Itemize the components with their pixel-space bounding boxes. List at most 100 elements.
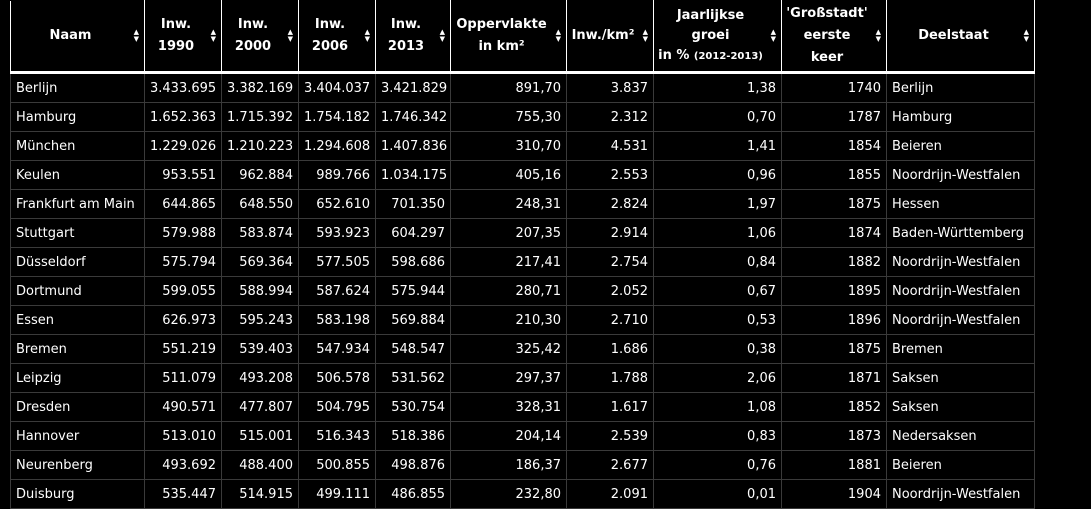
cell-jaarlijkse-groei: 0,38 [654, 335, 782, 364]
cell-inw-per-km2: 2.312 [567, 103, 654, 132]
cell-naam: Duisburg [11, 480, 145, 509]
cell-inw-2006: 1.754.182 [299, 103, 376, 132]
table-row: Bremen 551.219 539.403 547.934 548.547 325,42… [11, 335, 1035, 364]
cell-inw-1990: 579.988 [145, 219, 222, 248]
cell-inw-1990: 511.079 [145, 364, 222, 393]
cell-inw-1990: 599.055 [145, 277, 222, 306]
cell-inw-1990: 953.551 [145, 161, 222, 190]
header-inw-2013[interactable]: Inw. 2013 ▲ ▼ [376, 1, 451, 73]
cell-inw-2013: 604.297 [376, 219, 451, 248]
cell-inw-1990: 644.865 [145, 190, 222, 219]
cell-inw-per-km2: 3.837 [567, 73, 654, 103]
cell-inw-per-km2: 1.617 [567, 393, 654, 422]
cell-inw-2006: 499.111 [299, 480, 376, 509]
cell-deelstaat: Saksen [887, 393, 1035, 422]
header-deelstaat[interactable]: Deelstaat ▲ ▼ [887, 1, 1035, 73]
cell-inw-per-km2: 2.091 [567, 480, 654, 509]
cell-inw-2013: 548.547 [376, 335, 451, 364]
table-row: Hamburg 1.652.363 1.715.392 1.754.182 1.746.… [11, 103, 1035, 132]
cell-naam: Dresden [11, 393, 145, 422]
header-inw-2000[interactable]: Inw. 2000 ▲ ▼ [222, 1, 299, 73]
cell-inw-2013: 1.034.175 [376, 161, 451, 190]
sort-icon: ▲ ▼ [876, 29, 881, 43]
cell-inw-2006: 989.766 [299, 161, 376, 190]
cell-grossstadt: 1787 [782, 103, 887, 132]
header-label: Inw. [161, 17, 191, 32]
header-inw-1990[interactable]: Inw. 1990 ▲ ▼ [145, 1, 222, 73]
cell-inw-2000: 588.994 [222, 277, 299, 306]
cell-inw-per-km2: 2.677 [567, 451, 654, 480]
cell-jaarlijkse-groei: 0,84 [654, 248, 782, 277]
sort-icon: ▲ ▼ [288, 29, 293, 43]
header-inw-2006[interactable]: Inw. 2006 ▲ ▼ [299, 1, 376, 73]
cell-naam: Bremen [11, 335, 145, 364]
cell-inw-2000: 493.208 [222, 364, 299, 393]
cell-grossstadt: 1852 [782, 393, 887, 422]
cell-naam: Neurenberg [11, 451, 145, 480]
table-row: Düsseldorf 575.794 569.364 577.505 598.686 21… [11, 248, 1035, 277]
sort-icon: ▲ ▼ [556, 29, 561, 43]
header-label-2: eerste keer [804, 28, 851, 65]
header-grossstadt[interactable]: 'Großstadt' eerste keer ▲ ▼ [782, 1, 887, 73]
header-label-3: in % [658, 48, 689, 63]
cell-oppervlakte: 217,41 [451, 248, 567, 277]
cell-oppervlakte: 310,70 [451, 132, 567, 161]
cell-inw-per-km2: 4.531 [567, 132, 654, 161]
cell-deelstaat: Hamburg [887, 103, 1035, 132]
cell-inw-1990: 493.692 [145, 451, 222, 480]
cell-inw-2000: 515.001 [222, 422, 299, 451]
cell-grossstadt: 1875 [782, 335, 887, 364]
cell-naam: Leipzig [11, 364, 145, 393]
sort-icon: ▲ ▼ [365, 29, 370, 43]
sort-icon: ▲ ▼ [440, 29, 445, 43]
cell-inw-2000: 583.874 [222, 219, 299, 248]
cell-oppervlakte: 297,37 [451, 364, 567, 393]
cell-inw-2006: 652.610 [299, 190, 376, 219]
cell-inw-2006: 3.404.037 [299, 73, 376, 103]
header-oppervlakte[interactable]: Oppervlakte in km² ▲ ▼ [451, 1, 567, 73]
cell-naam: Keulen [11, 161, 145, 190]
cell-oppervlakte: 232,80 [451, 480, 567, 509]
cell-grossstadt: 1895 [782, 277, 887, 306]
table-row: Berlijn 3.433.695 3.382.169 3.404.037 3.421.… [11, 73, 1035, 103]
cell-inw-2013: 498.876 [376, 451, 451, 480]
header-label-year: 2006 [312, 39, 348, 54]
cell-inw-2006: 577.505 [299, 248, 376, 277]
cell-inw-2013: 1.407.836 [376, 132, 451, 161]
cell-inw-2006: 583.198 [299, 306, 376, 335]
table-row: Dortmund 599.055 588.994 587.624 575.944 280,… [11, 277, 1035, 306]
cell-inw-2006: 547.934 [299, 335, 376, 364]
cell-oppervlakte: 210,30 [451, 306, 567, 335]
cell-inw-2013: 530.754 [376, 393, 451, 422]
table-row: Stuttgart 579.988 583.874 593.923 604.297 207… [11, 219, 1035, 248]
cell-oppervlakte: 280,71 [451, 277, 567, 306]
header-jaarlijkse-groei[interactable]: Jaarlijkse groei in % (2012-2013) ▲ ▼ [654, 1, 782, 73]
cell-inw-2013: 569.884 [376, 306, 451, 335]
cell-inw-2013: 575.944 [376, 277, 451, 306]
cell-jaarlijkse-groei: 0,53 [654, 306, 782, 335]
header-label: Inw. [238, 17, 268, 32]
cell-oppervlakte: 207,35 [451, 219, 567, 248]
cell-inw-2006: 1.294.608 [299, 132, 376, 161]
table-row: Leipzig 511.079 493.208 506.578 531.562 297,3… [11, 364, 1035, 393]
header-inw-per-km2[interactable]: Inw./km² ▲ ▼ [567, 1, 654, 73]
cell-inw-2000: 595.243 [222, 306, 299, 335]
cell-inw-2013: 1.746.342 [376, 103, 451, 132]
table-row: München 1.229.026 1.210.223 1.294.608 1.407.… [11, 132, 1035, 161]
cell-oppervlakte: 891,70 [451, 73, 567, 103]
cell-inw-2013: 3.421.829 [376, 73, 451, 103]
cell-naam: Stuttgart [11, 219, 145, 248]
cell-grossstadt: 1874 [782, 219, 887, 248]
cell-inw-2013: 486.855 [376, 480, 451, 509]
cell-oppervlakte: 186,37 [451, 451, 567, 480]
cell-inw-2013: 598.686 [376, 248, 451, 277]
header-naam[interactable]: Naam ▲ ▼ [11, 1, 145, 73]
cell-deelstaat: Berlijn [887, 73, 1035, 103]
cell-naam: Hannover [11, 422, 145, 451]
cell-grossstadt: 1904 [782, 480, 887, 509]
cell-grossstadt: 1740 [782, 73, 887, 103]
cell-inw-2006: 500.855 [299, 451, 376, 480]
cell-inw-per-km2: 2.754 [567, 248, 654, 277]
cell-inw-2006: 506.578 [299, 364, 376, 393]
table-row: Hannover 513.010 515.001 516.343 518.386 204,… [11, 422, 1035, 451]
